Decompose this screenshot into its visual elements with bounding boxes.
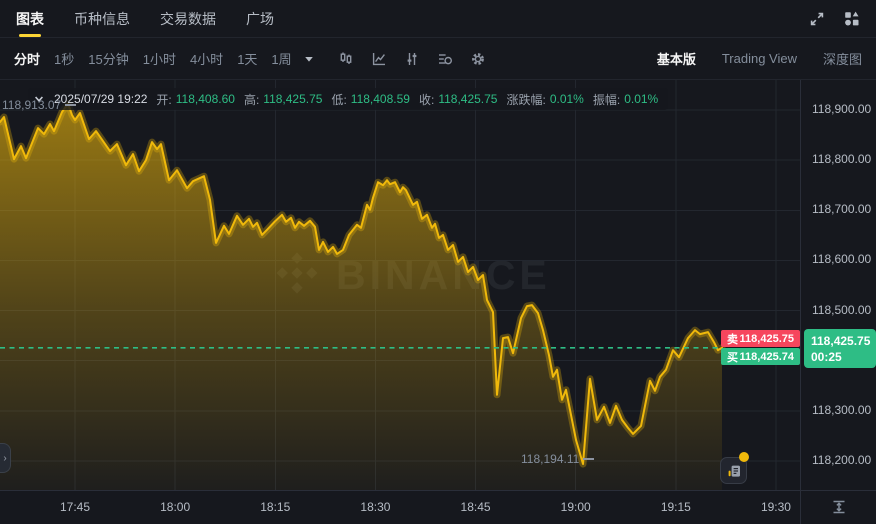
price-tick-label: 118,500.00 [812,302,872,317]
ohlc-amplitude: 振幅: 0.01% [592,92,659,107]
top-navigation: 图表 币种信息 交易数据 广场 [0,0,876,38]
expand-icon[interactable] [809,11,825,27]
time-tick-label: 18:30 [360,500,391,514]
price-tick-label: 118,200.00 [812,453,872,467]
chevron-down-icon[interactable] [304,55,314,63]
time-tick-label: 19:30 [760,500,791,514]
mode-tradingview[interactable]: Trading View [721,51,797,66]
tab-chart[interactable]: 图表 [16,0,44,37]
news-widget-button[interactable] [720,457,747,484]
chart-mode-group: 基本版 Trading View 深度图 [657,49,862,68]
price-tick-label: 118,600.00 [812,252,872,267]
price-tick-label: 118,700.00 [812,202,872,217]
price-tick-label: 118,800.00 [812,152,872,167]
interval-time-line[interactable]: 分时 [14,52,41,67]
price-plot[interactable] [0,80,800,490]
candlestick-icon[interactable] [338,51,354,67]
ohlc-low: 低: 118,408.59 [331,92,410,107]
time-tick-label: 18:45 [460,500,491,514]
interval-1d[interactable]: 1天 [237,52,258,67]
interval-4h[interactable]: 4小时 [189,52,224,67]
time-tick-label: 18:00 [160,500,191,514]
chart-toolbar: 分时 1秒 15分钟 1小时 4小时 1天 1周 [0,38,876,80]
high-marker-dash [65,104,77,106]
price-tick-label: 118,300.00 [812,402,872,417]
time-tick-label: 17:45 [59,500,91,514]
ohlc-open: 开: 118,408.60 [156,92,235,107]
notification-dot [739,452,749,462]
interval-15m[interactable]: 15分钟 [88,52,129,67]
bid-ask-badges: 卖 118,425.75 买 118,425.74 [721,330,800,365]
sell-price-badge: 卖 118,425.75 [721,330,800,347]
mode-depth[interactable]: 深度图 [822,52,862,67]
tab-coin-info[interactable]: 币种信息 [74,10,130,27]
ohlc-change: 涨跌幅: 0.01% [506,92,584,107]
time-tick-label: 18:15 [260,500,291,514]
toolbar-icon-group [338,51,486,67]
interval-1s[interactable]: 1秒 [54,52,75,67]
candle-countdown: 00:25 [811,350,842,364]
nav-icon-group [809,0,860,37]
last-price-value: 118,425.75 [811,334,871,348]
time-tick-label: 19:00 [560,500,591,514]
ohlc-timestamp: 2025/07/29 19:22 [54,92,148,106]
time-axis[interactable]: 17:45 18:00 18:15 18:30 18:45 19:00 19:15 19:30 [0,490,876,524]
interval-1w[interactable]: 1周 [271,52,292,67]
chart-area[interactable]: BINANCE 2025/07/29 19:22 开: 118,408.60 高… [0,80,876,524]
chevron-down-icon[interactable] [33,93,45,105]
panel-expand-handle[interactable]: › [0,443,11,473]
interval-1h[interactable]: 1小时 [142,52,176,67]
line-chart-icon[interactable] [371,51,387,67]
time-tick-label: 19:15 [660,500,691,514]
layout-widgets-icon[interactable] [843,10,860,27]
price-tick-label: 118,900.00 [812,102,872,116]
high-price-label: 118,913.07 [2,98,77,112]
ohlc-close: 收: 118,425.75 [418,92,498,107]
buy-price-badge: 买 118,425.74 [721,348,800,365]
gear-icon[interactable] [470,51,486,67]
ohlc-high: 高: 118,425.75 [243,92,323,107]
indicators-icon[interactable] [404,51,420,67]
last-price-box: 118,425.75 00:25 [804,329,876,368]
news-icon [728,465,740,477]
chart-display-settings-icon[interactable] [437,51,453,67]
low-marker-dash [583,458,595,460]
tab-trading-data[interactable]: 交易数据 [160,10,216,27]
price-axis[interactable]: 118,900.00 118,800.00 118,700.00 118,600.00… [800,80,876,490]
low-price-label: 118,194.11 [521,452,595,466]
mode-basic[interactable]: 基本版 [656,52,696,67]
tab-square[interactable]: 广场 [246,10,274,27]
ohlc-bar: 2025/07/29 19:22 开: 118,408.60 高: 118,42… [28,88,669,110]
axis-scale-reset-icon[interactable] [800,490,876,524]
